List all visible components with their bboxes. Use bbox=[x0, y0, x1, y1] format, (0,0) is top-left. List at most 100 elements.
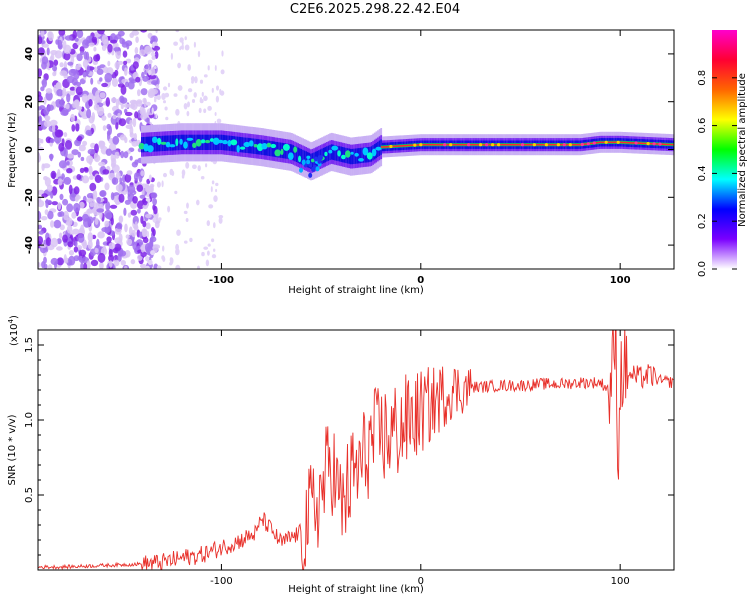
noise-speckle bbox=[133, 172, 139, 181]
noise-speckle bbox=[187, 64, 191, 71]
noise-speckle bbox=[186, 202, 189, 209]
noise-speckle bbox=[111, 177, 119, 185]
ridge-core bbox=[173, 135, 175, 151]
ridge-blob bbox=[317, 158, 322, 164]
noise-speckle bbox=[199, 97, 203, 103]
noise-speckle bbox=[150, 185, 154, 193]
noise-speckle bbox=[163, 86, 168, 91]
noise-speckle bbox=[114, 151, 120, 159]
noise-speckle bbox=[135, 100, 143, 107]
noise-speckle bbox=[75, 86, 83, 96]
noise-speckle bbox=[93, 152, 99, 162]
noise-speckle bbox=[89, 202, 95, 208]
noise-speckle bbox=[114, 243, 122, 252]
ridge-peak-dot bbox=[604, 140, 608, 144]
noise-speckle bbox=[219, 90, 225, 96]
ridge-core bbox=[238, 136, 241, 153]
ridge-blob bbox=[160, 141, 167, 145]
ridge-peak-dot bbox=[479, 143, 483, 147]
noise-speckle bbox=[73, 81, 82, 87]
ridge-blob bbox=[306, 155, 311, 159]
noise-speckle bbox=[63, 254, 67, 264]
noise-speckle bbox=[156, 181, 161, 188]
noise-speckle bbox=[184, 240, 188, 244]
noise-speckle bbox=[77, 233, 85, 243]
ridge-peak-dot bbox=[449, 143, 453, 147]
noise-speckle bbox=[129, 32, 134, 38]
noise-speckle bbox=[41, 261, 46, 269]
noise-speckle bbox=[97, 30, 105, 35]
ridge-peak-dot bbox=[467, 143, 471, 147]
noise-speckle bbox=[102, 169, 110, 175]
noise-speckle bbox=[218, 215, 224, 219]
noise-speckle bbox=[164, 92, 170, 98]
ridge-blob bbox=[217, 139, 224, 144]
noise-speckle bbox=[161, 255, 165, 260]
ridge-blob bbox=[274, 149, 281, 157]
ridge-core bbox=[193, 134, 196, 150]
noise-speckle bbox=[79, 167, 85, 174]
noise-speckle bbox=[108, 125, 112, 135]
noise-speckle bbox=[41, 193, 48, 198]
noise-speckle bbox=[139, 106, 145, 115]
noise-speckle bbox=[56, 89, 64, 97]
noise-speckle bbox=[112, 135, 120, 145]
ridge-peak-dot bbox=[658, 142, 662, 146]
ridge-core bbox=[362, 147, 365, 163]
noise-speckle bbox=[76, 174, 82, 180]
noise-speckle bbox=[124, 111, 133, 117]
ridge-steady-peak bbox=[380, 141, 674, 148]
noise-speckle bbox=[115, 98, 119, 109]
noise-speckle bbox=[50, 220, 55, 228]
ridge-peak-dot bbox=[592, 141, 596, 145]
noise-speckle bbox=[45, 88, 53, 94]
noise-speckle bbox=[96, 208, 105, 213]
ridge-core bbox=[327, 145, 330, 161]
noise-speckle bbox=[41, 216, 48, 221]
noise-speckle bbox=[41, 43, 50, 48]
noise-speckle bbox=[203, 108, 207, 114]
ridge-core bbox=[252, 138, 255, 154]
noise-speckle bbox=[115, 200, 120, 206]
noise-speckle bbox=[117, 112, 121, 119]
noise-speckle bbox=[38, 106, 43, 111]
noise-speckle bbox=[203, 74, 208, 78]
ridge-blob bbox=[341, 154, 346, 160]
noise-speckle bbox=[83, 262, 88, 269]
noise-speckle bbox=[66, 153, 75, 159]
noise-speckle bbox=[60, 98, 65, 108]
noise-speckle bbox=[105, 97, 111, 107]
noise-speckle bbox=[73, 186, 80, 195]
noise-speckle bbox=[129, 99, 138, 105]
noise-speckle bbox=[72, 30, 78, 40]
ridge-blob bbox=[138, 143, 145, 150]
ridge-blob bbox=[328, 149, 333, 154]
noise-speckle bbox=[149, 239, 154, 249]
noise-speckle bbox=[91, 36, 98, 43]
noise-speckle bbox=[137, 89, 141, 97]
noise-speckle bbox=[185, 162, 190, 169]
colorbar bbox=[712, 30, 737, 269]
ridge-core bbox=[190, 134, 193, 150]
ridge-blob bbox=[317, 155, 322, 161]
noise-speckle bbox=[207, 250, 210, 256]
ridge-core bbox=[340, 146, 343, 162]
colorbar-label: Normalized spectral amplitude bbox=[737, 73, 748, 227]
noise-speckle bbox=[71, 211, 77, 219]
ridge-blob bbox=[212, 137, 220, 145]
ridge-peak-dot bbox=[568, 143, 572, 147]
noise-speckle bbox=[45, 91, 53, 101]
noise-speckle bbox=[74, 196, 79, 202]
noise-speckle bbox=[71, 149, 79, 156]
ridge-blob bbox=[310, 158, 315, 163]
snr-xtick-label: -100 bbox=[210, 576, 233, 587]
noise-speckle bbox=[120, 260, 127, 266]
ridge-core bbox=[188, 134, 191, 150]
noise-speckle bbox=[50, 237, 58, 248]
ridge-blob bbox=[371, 148, 377, 157]
noise-speckle bbox=[122, 50, 128, 58]
ridge-core bbox=[294, 146, 296, 162]
snr-xlabel: Height of straight line (km) bbox=[288, 584, 424, 595]
noise-speckle bbox=[56, 246, 63, 251]
noise-speckle bbox=[183, 210, 188, 215]
